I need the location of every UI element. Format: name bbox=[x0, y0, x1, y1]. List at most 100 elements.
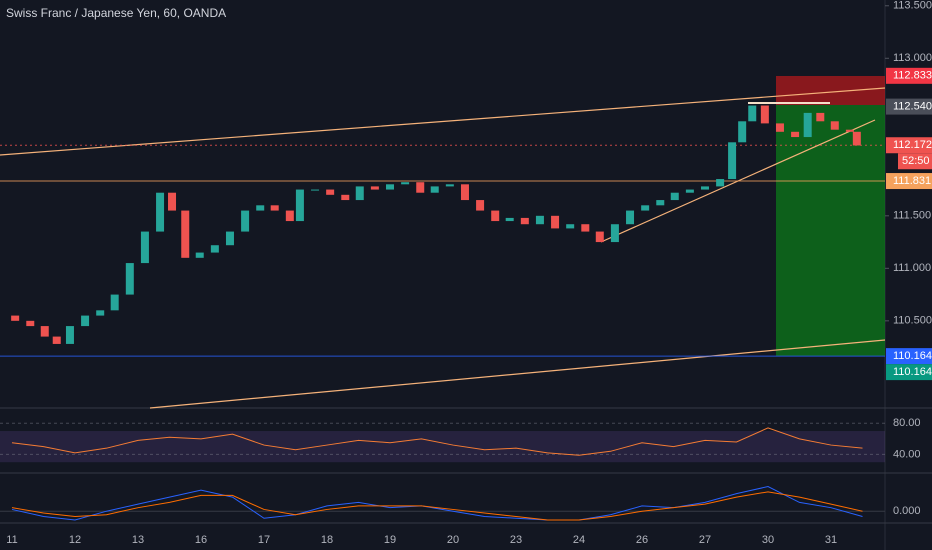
candle bbox=[386, 184, 394, 190]
x-tick-label: 24 bbox=[573, 534, 585, 546]
candle bbox=[256, 205, 265, 211]
macd-tick-label: 0.000 bbox=[893, 505, 921, 517]
candle bbox=[581, 224, 590, 232]
candle bbox=[816, 112, 825, 122]
price-tag-label: 110.164 bbox=[893, 350, 932, 362]
candle bbox=[295, 189, 304, 222]
price-tag bbox=[886, 364, 932, 381]
candle bbox=[140, 231, 149, 264]
candle bbox=[110, 294, 119, 311]
candle bbox=[728, 142, 737, 180]
target-zone bbox=[776, 105, 885, 356]
candle bbox=[830, 121, 839, 130]
candle bbox=[491, 210, 500, 222]
y-tick-label: 111.000 bbox=[893, 262, 931, 274]
candle bbox=[685, 189, 694, 193]
x-tick-label: 13 bbox=[132, 534, 144, 546]
trend-line bbox=[149, 339, 886, 409]
candle bbox=[326, 189, 335, 195]
y-tick-label: 110.500 bbox=[893, 315, 932, 327]
candle bbox=[460, 184, 469, 201]
candle bbox=[168, 192, 177, 211]
x-tick-label: 16 bbox=[195, 534, 207, 546]
price-tag bbox=[886, 98, 932, 115]
countdown-tag bbox=[898, 153, 932, 170]
candle bbox=[370, 186, 379, 190]
candle bbox=[341, 194, 350, 201]
candle bbox=[125, 263, 134, 295]
candle bbox=[311, 189, 320, 191]
y-tick-label: 113.500 bbox=[893, 0, 932, 12]
candle bbox=[738, 121, 747, 143]
rsi-tick-label: 40.00 bbox=[893, 448, 921, 460]
candle bbox=[270, 205, 279, 211]
x-tick-label: 19 bbox=[384, 534, 396, 546]
rsi-band bbox=[0, 431, 885, 463]
stop-zone bbox=[776, 76, 885, 105]
candle bbox=[26, 320, 35, 327]
price-tag bbox=[886, 137, 932, 154]
candle bbox=[416, 182, 425, 193]
candle bbox=[610, 224, 619, 243]
candle bbox=[791, 131, 800, 138]
candle bbox=[535, 215, 544, 225]
y-tick-label: 113.000 bbox=[893, 52, 932, 64]
trend-line bbox=[0, 87, 886, 156]
candle bbox=[476, 200, 485, 211]
candle bbox=[225, 231, 234, 246]
candle bbox=[551, 215, 560, 229]
price-tag-label: 110.164 bbox=[893, 366, 932, 378]
candle bbox=[505, 217, 514, 222]
candle bbox=[156, 192, 165, 232]
price-tag bbox=[886, 348, 932, 365]
candle bbox=[40, 326, 49, 337]
rsi-line bbox=[11, 427, 863, 456]
candle bbox=[520, 217, 529, 225]
x-tick-label: 26 bbox=[636, 534, 648, 546]
candle bbox=[11, 315, 20, 321]
candle bbox=[241, 210, 250, 232]
candle bbox=[641, 205, 650, 211]
macd-line bbox=[11, 491, 863, 521]
candle bbox=[656, 200, 665, 206]
candle bbox=[285, 210, 294, 222]
candle bbox=[65, 326, 74, 344]
candle bbox=[852, 131, 861, 146]
x-tick-label: 20 bbox=[447, 534, 459, 546]
candle bbox=[775, 123, 784, 132]
x-tick-label: 27 bbox=[699, 534, 711, 546]
candle bbox=[760, 105, 769, 124]
candle bbox=[181, 210, 190, 258]
x-tick-label: 12 bbox=[69, 534, 81, 546]
candle bbox=[355, 186, 364, 201]
price-tag-label: 112.172 bbox=[893, 139, 932, 151]
candle bbox=[445, 184, 454, 187]
y-tick-label: 111.500 bbox=[893, 210, 931, 222]
candle bbox=[670, 192, 679, 201]
candle bbox=[716, 179, 725, 187]
price-tag-label: 111.831 bbox=[893, 175, 931, 187]
price-tag-label: 112.833 bbox=[893, 70, 932, 82]
macd-line bbox=[11, 486, 863, 521]
rsi-tick-label: 80.00 bbox=[893, 417, 921, 429]
price-tag bbox=[886, 67, 932, 84]
candle bbox=[566, 224, 575, 229]
x-tick-label: 17 bbox=[258, 534, 270, 546]
candle bbox=[195, 252, 204, 258]
candle bbox=[210, 245, 219, 253]
x-tick-label: 11 bbox=[6, 534, 17, 546]
candle bbox=[595, 231, 604, 243]
candle bbox=[81, 315, 90, 327]
candle bbox=[701, 186, 709, 190]
price-tag bbox=[886, 173, 932, 190]
x-tick-label: 30 bbox=[762, 534, 774, 546]
x-tick-label: 18 bbox=[321, 534, 333, 546]
candle bbox=[401, 182, 410, 185]
candle bbox=[748, 105, 757, 122]
countdown: 52:50 bbox=[902, 155, 930, 167]
price-tag-label: 112.540 bbox=[893, 101, 932, 113]
candle bbox=[845, 129, 854, 132]
candle bbox=[430, 186, 439, 193]
x-tick-label: 31 bbox=[825, 534, 837, 546]
